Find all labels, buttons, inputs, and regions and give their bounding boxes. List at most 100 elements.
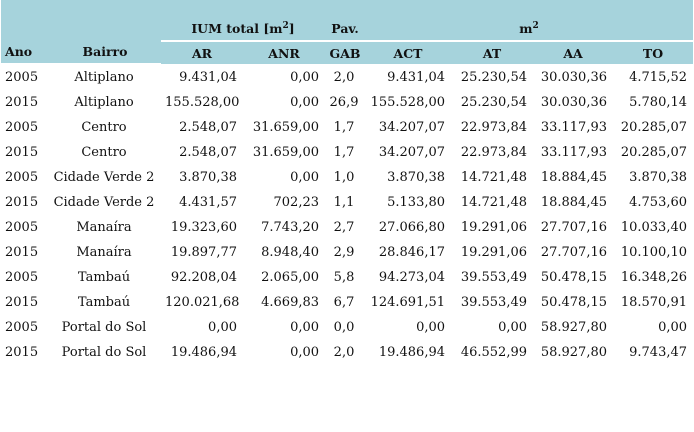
table-cell: 5.133,80 <box>387 195 446 210</box>
table-cell: 14.721,48 <box>460 170 528 185</box>
table-row: 2015 Cidade Verde 2 4.431,57 702,23 1,1 5.133… <box>1 190 693 215</box>
table-cell: 10.100,10 <box>620 245 688 260</box>
header-cell: AR <box>161 41 243 64</box>
table-cell: 2.065,00 <box>261 270 320 285</box>
table-cell: 33.117,93 <box>540 145 608 160</box>
table-cell: Portal do Sol <box>61 345 147 360</box>
table-cell: 0,00 <box>290 170 320 185</box>
header-cell: m2 <box>365 0 694 42</box>
table-cell: 92.208,04 <box>170 270 237 285</box>
table-cell: 1,7 <box>333 145 355 160</box>
table-cell: 2015 <box>5 245 39 260</box>
table-cell: Tambaú <box>77 295 131 310</box>
table-cell: Altiplano <box>74 95 134 110</box>
table-cell: 0,00 <box>290 95 320 110</box>
table-row: 2005 Altiplano 9.431,04 0,00 2,0 9.431,04 25.2… <box>1 64 693 90</box>
table-cell: 3.870,38 <box>179 170 237 185</box>
table-cell: 30.030,36 <box>540 95 608 110</box>
table-row: 2015 Altiplano 155.528,00 0,00 26,9 155.528,0… <box>1 90 693 115</box>
table-row: 2005 Centro 2.548,07 31.659,00 1,7 34.207,07 2… <box>1 115 693 140</box>
header-cell: Bairro <box>49 0 161 65</box>
table-cell: 3.870,38 <box>387 170 446 185</box>
table-cell: 1,1 <box>333 195 355 210</box>
table-cell: 0,00 <box>658 320 688 335</box>
table-cell: 14.721,48 <box>460 195 528 210</box>
data-table: Ano Bairro IUM total [m2] Pav. m2 AR ANR G… <box>1 0 694 365</box>
table-row: 2015 Tambaú 120.021,68 4.669,83 6,7 124.691,5… <box>1 290 693 315</box>
table-cell: 155.528,00 <box>370 95 446 110</box>
table-cell: 2005 <box>5 220 39 235</box>
table-cell: 19.897,77 <box>170 245 237 260</box>
table-cell: 0,00 <box>416 320 446 335</box>
table-cell: 120.021,68 <box>165 295 240 310</box>
table-cell: 2005 <box>5 120 39 135</box>
table-cell: 3.870,38 <box>629 170 688 185</box>
table-cell: 16.348,26 <box>620 270 688 285</box>
table-cell: 5,8 <box>333 270 355 285</box>
table-cell: 6,7 <box>333 295 355 310</box>
header-cell: Pav. <box>325 0 366 42</box>
table-cell: 30.030,36 <box>540 69 608 85</box>
header-text: m <box>519 21 533 36</box>
table-cell: 19.291,06 <box>460 220 528 235</box>
table-cell: 124.691,51 <box>370 295 446 310</box>
table-cell: 0,00 <box>290 320 320 335</box>
table-cell: 50.478,15 <box>540 295 608 310</box>
header-cell: AA <box>533 41 614 64</box>
table-cell: 2.548,07 <box>179 120 237 135</box>
header-cell: IUM total [m2] <box>161 0 326 42</box>
table-cell: 9.431,04 <box>387 69 446 85</box>
table-cell: 58.927,80 <box>540 345 608 360</box>
header-row: AR ANR GAB ACT AT AA TO <box>1 41 694 64</box>
table-cell: 0,00 <box>208 320 237 335</box>
table-cell: 7.743,20 <box>261 220 320 235</box>
table-cell: 18.570,91 <box>620 295 688 310</box>
table-cell: 1,0 <box>333 170 355 185</box>
table-cell: 0,00 <box>498 320 528 335</box>
superscript: 2 <box>282 20 289 31</box>
table-cell: 2005 <box>5 270 39 285</box>
header-text: ] <box>288 21 295 36</box>
table-cell: Centro <box>81 120 127 135</box>
table-cell: 2005 <box>5 320 39 335</box>
table-cell: 5.780,14 <box>629 95 688 110</box>
table-cell: 10.033,40 <box>620 220 688 235</box>
table-cell: 22.973,84 <box>460 145 528 160</box>
header-cell: AT <box>451 41 534 64</box>
table-cell: 2.548,07 <box>179 145 237 160</box>
table-cell: 22.973,84 <box>460 120 528 135</box>
table-cell: 2,0 <box>333 69 355 85</box>
table-cell: 9.743,47 <box>629 345 688 360</box>
table-cell: 20.285,07 <box>620 145 688 160</box>
table-cell: 39.553,49 <box>460 270 528 285</box>
table-cell: 25.230,54 <box>460 69 528 85</box>
table-cell: 702,23 <box>273 195 320 210</box>
table-cell: 2015 <box>5 145 39 160</box>
table-cell: Cidade Verde 2 <box>53 195 155 210</box>
table-cell: Centro <box>81 145 127 160</box>
table-cell: 39.553,49 <box>460 295 528 310</box>
table-body: 2005 Altiplano 9.431,04 0,00 2,0 9.431,04 25.2… <box>1 64 693 365</box>
table-cell: 27.707,16 <box>540 245 608 260</box>
table-cell: 26,9 <box>329 95 359 110</box>
table-cell: 58.927,80 <box>540 320 608 335</box>
table-cell: Altiplano <box>74 70 134 85</box>
table-cell: 25.230,54 <box>460 95 528 110</box>
table-cell: 2005 <box>5 70 39 85</box>
table-cell: Cidade Verde 2 <box>53 170 155 185</box>
table-row: 2015 Manaíra 19.897,77 8.948,40 2,9 28.846,17… <box>1 240 693 265</box>
table-cell: 4.431,57 <box>179 195 237 210</box>
table-cell: 20.285,07 <box>620 120 688 135</box>
table-cell: 2015 <box>5 195 39 210</box>
table-cell: 8.948,40 <box>261 245 320 260</box>
table-cell: 33.117,93 <box>540 120 608 135</box>
table-cell: 2015 <box>5 95 39 110</box>
header-text: IUM total [m <box>191 21 283 36</box>
header-cell: GAB <box>325 41 366 64</box>
header-row: Ano Bairro IUM total [m2] Pav. m2 <box>1 0 694 65</box>
table-cell: 19.323,60 <box>170 220 237 235</box>
table-row: 2005 Portal do Sol 0,00 0,00 0,0 0,00 0,00 58.9… <box>1 315 693 340</box>
table-cell: 19.291,06 <box>460 245 528 260</box>
header-cell: TO <box>613 41 694 64</box>
